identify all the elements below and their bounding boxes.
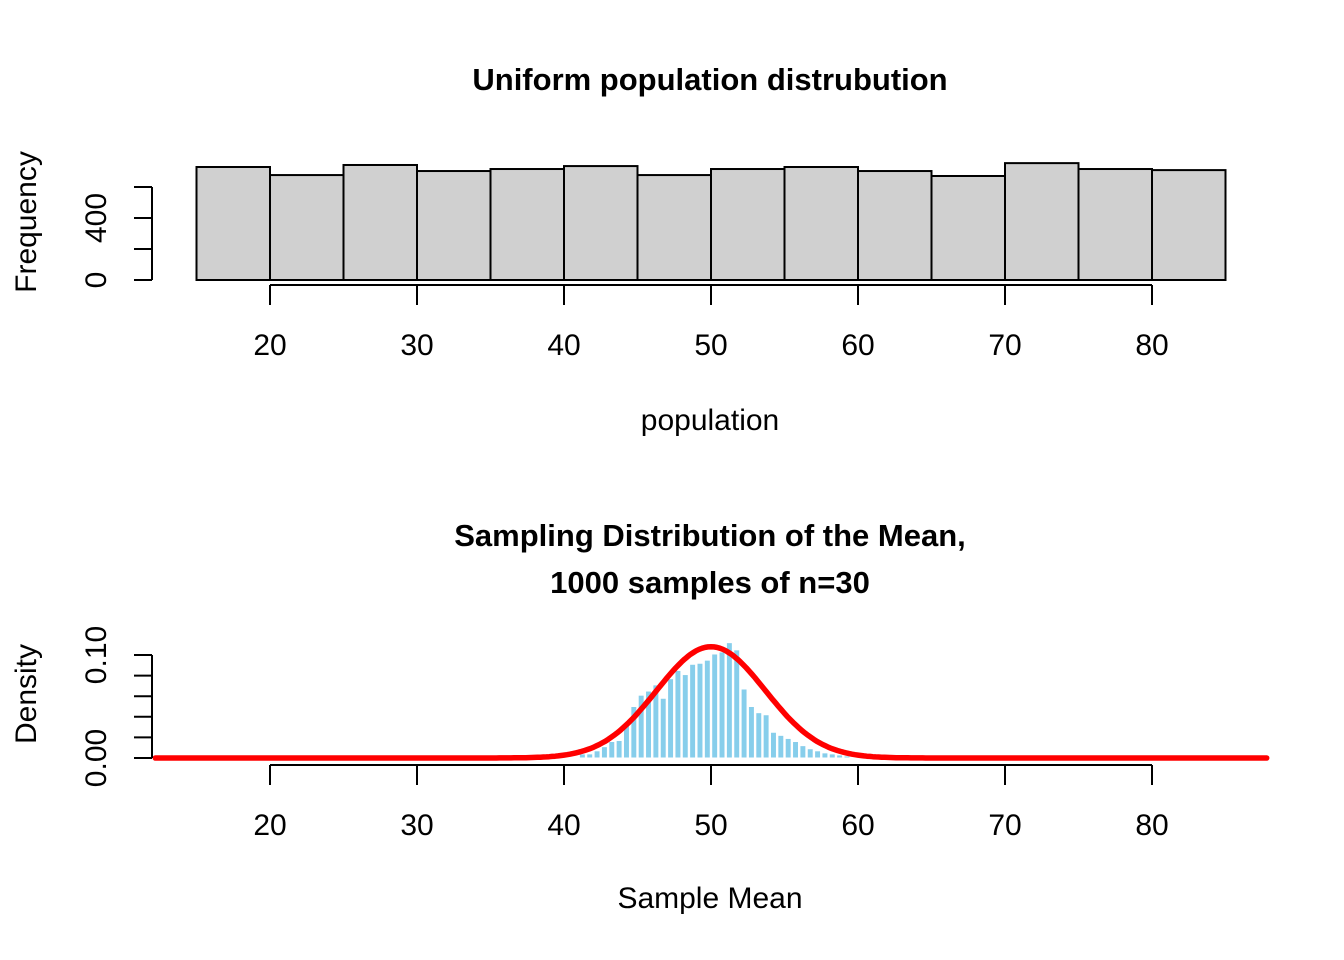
top-axes: 0 400 20 30 40 50 60 70 80 <box>80 186 1169 362</box>
histogram-bar <box>659 697 667 759</box>
histogram-bar <box>1004 162 1080 282</box>
top-y-axis-label: Frequency <box>10 151 43 293</box>
histogram-bar <box>747 706 755 759</box>
histogram-bar <box>342 163 418 282</box>
histogram-bar <box>710 168 786 282</box>
bottom-x-axis-label: Sample Mean <box>617 882 802 915</box>
histogram-bar <box>652 684 660 759</box>
histogram-bar <box>857 170 933 281</box>
x-tick-label: 70 <box>988 329 1021 362</box>
histogram-bar <box>674 669 682 759</box>
histogram-bar <box>703 659 711 759</box>
top-histogram-panel: 0 400 20 30 40 50 60 70 80 Uniform population di… <box>10 62 1227 437</box>
bottom-histogram-bars <box>578 642 851 759</box>
histogram-bar <box>828 753 836 759</box>
histogram-bar <box>718 651 726 759</box>
histogram-bar <box>733 649 741 759</box>
y-tick-label: 0.10 <box>80 626 113 684</box>
histogram-bar <box>608 741 616 759</box>
histogram-bar <box>586 753 594 759</box>
bottom-y-axis-label: Density <box>10 644 43 744</box>
histogram-bar <box>755 712 763 759</box>
bottom-histogram-panel: 0.00 0.10 20 30 40 50 60 70 80 Sampling Distribu… <box>10 518 1270 915</box>
histogram-bar <box>667 678 675 759</box>
histogram-bar <box>777 734 785 759</box>
bottom-panel-title-line1: Sampling Distribution of the Mean, <box>454 518 966 553</box>
histogram-bar <box>711 653 719 759</box>
histogram-bar <box>615 739 623 759</box>
top-panel-title: Uniform population distrubution <box>472 62 947 97</box>
y-tick-label: 0.00 <box>80 729 113 787</box>
histogram-bar <box>784 737 792 759</box>
y-tick-label: 400 <box>80 193 113 243</box>
histogram-bar <box>489 168 565 282</box>
x-tick-label: 20 <box>253 329 286 362</box>
histogram-bar <box>821 752 829 759</box>
bottom-axes: 0.00 0.10 20 30 40 50 60 70 80 <box>80 626 1169 842</box>
y-tick-label: 0 <box>80 272 113 289</box>
histogram-bar <box>637 694 645 759</box>
x-tick-label: 50 <box>694 329 727 362</box>
histogram-bar <box>689 663 697 759</box>
histogram-bar <box>681 674 689 759</box>
x-tick-label: 70 <box>988 809 1021 842</box>
histogram-bar <box>269 174 345 281</box>
x-tick-label: 80 <box>1135 329 1168 362</box>
x-tick-label: 30 <box>400 329 433 362</box>
histogram-bar <box>195 166 271 282</box>
histogram-bar <box>645 690 652 759</box>
histogram-bar <box>814 750 822 759</box>
histogram-bar <box>593 750 601 759</box>
bottom-panel-title-line2: 1000 samples of n=30 <box>550 565 870 600</box>
histogram-bar <box>930 174 1006 281</box>
top-x-axis-label: population <box>641 404 779 437</box>
histogram-bar <box>563 165 639 281</box>
density-curve-line <box>152 644 1270 761</box>
histogram-bar <box>696 662 704 759</box>
histogram-bar <box>1151 169 1227 281</box>
x-tick-label: 50 <box>694 809 727 842</box>
histogram-bar <box>630 706 638 759</box>
histogram-bar <box>843 755 851 759</box>
x-tick-label: 20 <box>253 809 286 842</box>
histogram-bar <box>600 746 608 759</box>
histogram-bar <box>725 642 733 759</box>
histogram-bar <box>1077 168 1153 282</box>
normal-density-curve <box>152 644 1270 761</box>
histogram-bar <box>792 741 799 759</box>
histogram-bar <box>799 745 807 759</box>
histogram-bar <box>636 174 712 281</box>
x-tick-label: 30 <box>400 809 433 842</box>
x-tick-label: 80 <box>1135 809 1168 842</box>
x-tick-label: 60 <box>841 329 874 362</box>
histogram-bar <box>416 170 492 281</box>
histogram-bar <box>783 166 859 282</box>
x-tick-label: 60 <box>841 809 874 842</box>
histogram-bar <box>762 714 770 759</box>
histogram-bar <box>806 748 814 759</box>
histogram-bar <box>770 731 777 759</box>
histogram-bar <box>836 754 844 759</box>
x-tick-label: 40 <box>547 329 580 362</box>
histogram-bar <box>740 688 748 759</box>
x-tick-label: 40 <box>547 809 580 842</box>
top-histogram-bars <box>195 162 1227 282</box>
